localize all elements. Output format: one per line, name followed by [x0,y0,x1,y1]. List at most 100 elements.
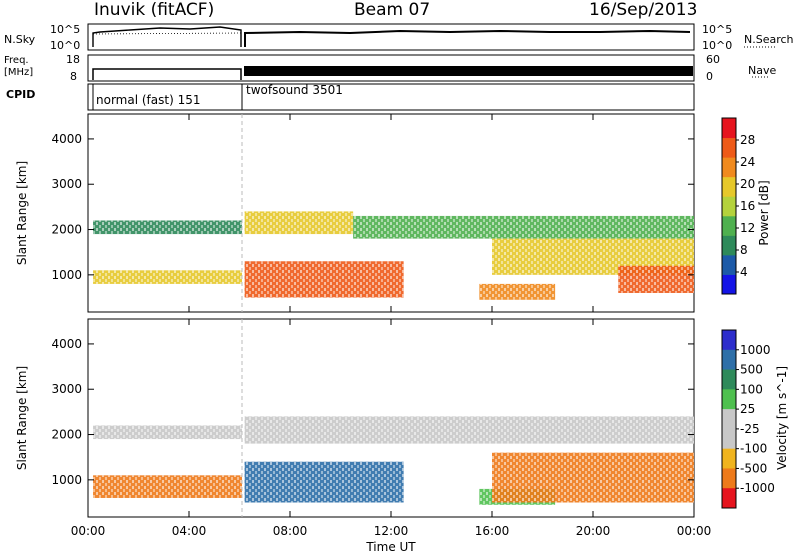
power-echo-texture [93,270,243,284]
power-colorbar-segment [722,235,736,256]
nave-tick-bottom: 0 [706,70,713,83]
noise-tick-bottom: 10^0 [50,39,80,52]
freq-trace-a [92,68,242,80]
velocity-colorbar-segment [722,330,736,351]
velocity-colorbar-segment [722,389,736,410]
noise-tick-top: 10^5 [50,23,80,36]
velocity-colorbar-segment [722,409,736,430]
power-colorbar-segment [722,137,736,158]
velocity-colorbar-tick-label: 500 [740,363,763,377]
freq-trace-b [244,66,693,76]
velocity-colorbar-tick-label: -1000 [740,481,775,495]
beam-title: Beam 07 [354,0,431,20]
station-title: Inuvik (fitACF) [94,0,215,20]
power-echo-texture [479,283,556,300]
x-tick-label: 16:00 [475,524,510,538]
power-ylabel: Slant Range [km] [15,161,29,265]
x-tick-label: 08:00 [273,524,308,538]
x-axis-label: Time UT [365,540,416,554]
power-colorbar-tick-label: 4 [740,265,748,279]
x-tick-label: 20:00 [576,524,611,538]
velocity-echo-texture [93,475,243,498]
velocity-colorbar-tick-label: 25 [740,402,755,416]
power-panel: 1000 2000 3000 4000 Slant Range [km] [15,113,695,313]
velocity-marks: 1000 2000 3000 4000 [51,337,695,505]
y-tick-label: 1000 [51,268,82,282]
power-colorbar-tick-label: 20 [740,177,755,191]
power-colorbar-tick-label: 12 [740,221,755,235]
y-tick-label: 4000 [51,132,82,146]
nsky-label: N.Sky [4,33,36,46]
nsearch-trace [92,32,242,35]
x-axis-ticks: 00:00 04:00 08:00 12:00 16:00 20:00 00:00 [71,114,712,538]
power-colorbar-segment [722,254,736,275]
power-colorbar: 4 8 12 16 20 24 28 [721,117,755,295]
power-marks: 1000 2000 3000 4000 [51,132,694,300]
cpid-segment-1: normal (fast) 151 [96,93,200,107]
velocity-colorbar-frame [721,329,737,509]
cpid-segment-2: twofsound 3501 [246,83,343,97]
nave-tick-top: 60 [706,53,720,66]
power-colorbar-segment [722,157,736,178]
y-tick-label: 2000 [51,428,82,442]
power-echo-texture [244,261,404,298]
velocity-colorbar-tick-label: -500 [740,461,767,475]
y-tick-label: 2000 [51,223,82,237]
power-colorbar-segment [722,118,736,139]
power-colorbar-tick-label: 24 [740,155,755,169]
y-tick-label: 1000 [51,473,82,487]
cpid-strip-frame [87,83,695,111]
power-colorbar-segment [722,176,736,197]
x-tick-label: 12:00 [374,524,409,538]
freq-tick-top: 18 [66,53,80,66]
noise-tick-bottom-right: 10^0 [702,39,732,52]
power-colorbar-tick-label: 28 [740,133,755,147]
velocity-colorbar: 1000 500 100 25 -25 -100 -500 -1000 [721,329,775,509]
nsky-trace-a [92,26,242,47]
nave-label: Nave [748,64,777,77]
velocity-colorbar-tick-label: 1000 [740,343,771,357]
power-colorbar-label: Power [dB] [757,180,771,245]
velocity-ylabel: Slant Range [km] [15,366,29,470]
velocity-colorbar-label: Velocity [m s^-1] [775,366,789,470]
y-tick-label: 3000 [51,177,82,191]
freq-strip-frame [87,54,695,82]
velocity-echo-texture [244,461,404,503]
power-echo-texture [93,220,243,235]
power-echo-texture [618,265,694,293]
power-colorbar-segment [722,274,736,295]
noise-tick-top-right: 10^5 [702,23,732,36]
x-tick-label: 04:00 [172,524,207,538]
y-tick-label: 3000 [51,382,82,396]
velocity-colorbar-segment [722,488,736,509]
y-tick-label: 4000 [51,337,82,351]
velocity-colorbar-tick-label: -100 [740,442,767,456]
velocity-echo-texture [244,416,695,444]
velocity-colorbar-segment [722,428,736,450]
power-colorbar-tick-label: 16 [740,199,755,213]
velocity-colorbar-segment [722,369,736,390]
freq-label: Freq. [4,55,29,66]
freq-tick-bottom: 8 [70,70,77,83]
date-title: 16/Sep/2013 [589,0,698,20]
power-echo-texture [353,215,694,239]
power-colorbar-tick-label: 8 [740,243,748,257]
x-tick-label: 00:00 [71,524,106,538]
cpid-label: CPID [6,88,36,101]
velocity-colorbar-segment [722,468,736,489]
power-colorbar-segment [722,215,736,236]
velocity-colorbar-tick-label: 100 [740,382,763,396]
velocity-echo-texture [492,452,694,503]
velocity-colorbar-tick-label: -25 [740,422,760,436]
nsearch-label: N.Search [744,33,794,46]
x-tick-label: 00:00 [677,524,712,538]
velocity-colorbar-segment [722,349,736,371]
power-colorbar-segment [722,196,736,217]
freq-unit-label: [MHz] [4,67,34,78]
power-echo-texture [244,211,354,235]
velocity-panel: 1000 2000 3000 4000 Slant Range [km] [15,318,695,518]
nsky-trace-b [244,29,691,47]
velocity-colorbar-segment [722,448,736,469]
noise-strip-frame [87,23,695,51]
